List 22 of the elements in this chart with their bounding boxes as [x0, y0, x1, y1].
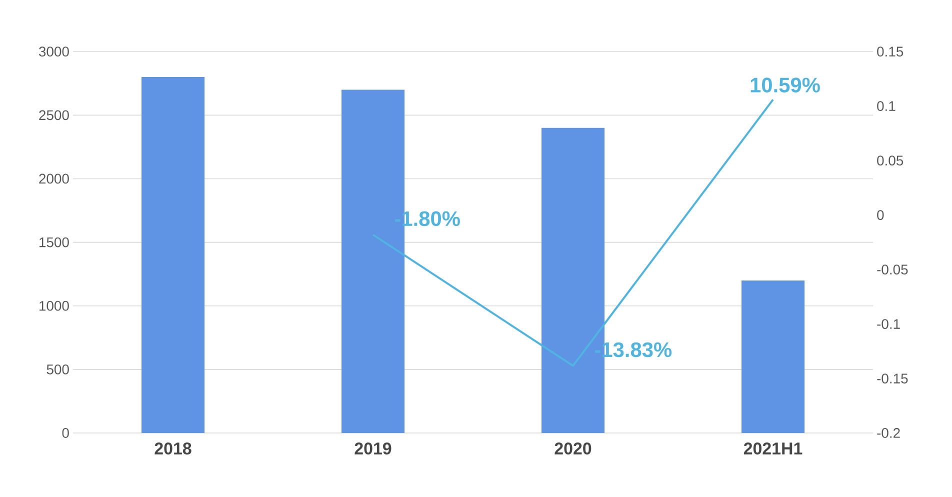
y2-tick-label: 0.1 [877, 101, 896, 112]
y-tick-label: 0 [62, 428, 69, 438]
y2-tick-label: -0.2 [877, 428, 900, 438]
y2-tick-label: 0.15 [877, 46, 904, 57]
bar [142, 77, 204, 433]
y-tick-label: 2000 [39, 174, 69, 184]
y2-tick-label: -0.15 [877, 374, 908, 384]
y2-tick-label: -0.1 [877, 319, 900, 329]
data-label: 10.59% [750, 78, 820, 92]
x-tick-label: 2021H1 [744, 442, 802, 454]
x-tick-label: 2019 [354, 442, 392, 454]
y-tick-label: 500 [46, 364, 69, 374]
x-tick-label: 2020 [554, 442, 592, 454]
bar [742, 280, 805, 433]
y2-tick-label: 0.05 [877, 156, 904, 166]
y-tick-label: 2500 [39, 110, 69, 120]
y-tick-label: 3000 [38, 46, 69, 57]
y2-tick-label: 0 [877, 210, 884, 220]
y-tick-label: 1500 [40, 237, 69, 248]
y-tick-label: 1000 [40, 300, 69, 311]
y2-tick-label: -0.05 [877, 264, 908, 274]
x-tick-label: 2018 [154, 442, 192, 454]
